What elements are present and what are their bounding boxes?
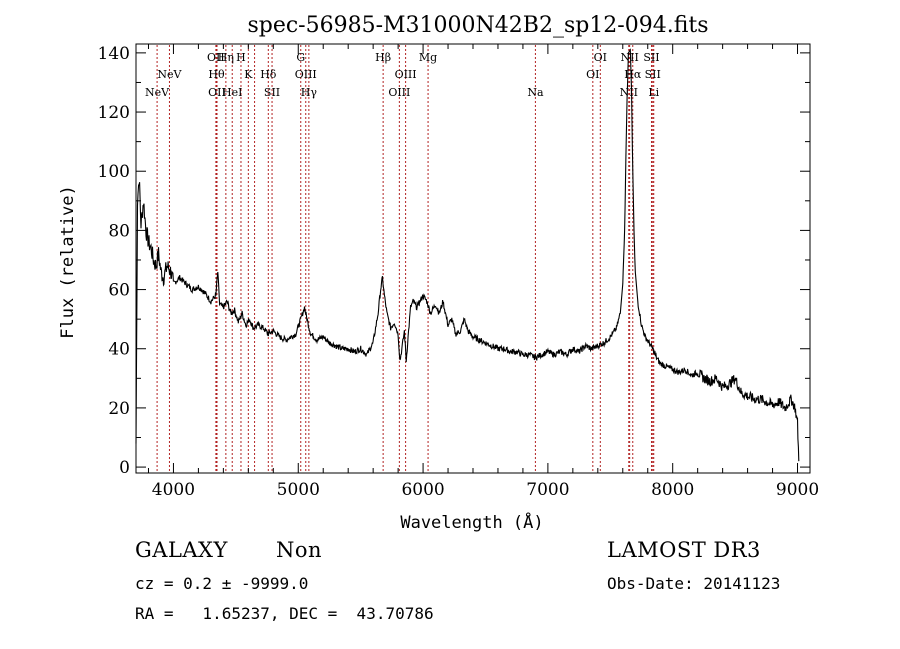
line-label-8: K [244,68,253,81]
line-label-22: NII [620,86,638,99]
y-tick-label-4: 80 [108,221,130,241]
y-tick-label-3: 60 [108,281,130,301]
y-axis-ticks: 0 20 40 60 80 100 120 140 [98,44,810,478]
line-label-21: OI [594,51,607,64]
line-label-27: Li [648,86,659,99]
line-label-20: OI [586,68,599,81]
y-tick-label-2: 40 [108,340,130,360]
spectrum-series [135,48,800,462]
survey-text: LAMOST DR3 [607,538,761,562]
line-label-11: SII [264,86,280,99]
line-label-13: OIII [295,68,317,81]
line-label-3: Hθ [208,68,225,81]
y-axis-label: Flux (relative) [58,185,78,339]
redshift-text: cz = 0.2 ± -9999.0 [135,574,309,593]
series-line-0 [135,48,800,462]
line-label-25: SII [643,51,659,64]
line-label-5: Hη [218,51,234,64]
x-axis-label: Wavelength (Å) [400,511,543,533]
line-label-19: Na [527,86,544,99]
x-axis-ticks: 4000 5000 6000 7000 8000 9000 [147,44,819,500]
y-tick-label-0: 0 [119,458,130,478]
line-label-17: OIII [395,68,417,81]
line-label-1: NeV [157,68,182,81]
y-tick-label-7: 140 [98,44,130,64]
x-tick-label-5: 9000 [776,480,819,500]
subclass-text: Non [276,538,323,562]
plot-frame [135,43,811,474]
line-label-2: OII [207,51,225,64]
coordinates-text: RA = 1.65237, DEC = 43.70786 [135,604,434,623]
y-tick-label-1: 20 [108,399,130,419]
line-label-12: G [296,51,305,64]
line-label-15: Hβ [375,51,391,64]
line-label-24: Hα [624,68,642,81]
line-label-7: H [236,51,246,64]
x-tick-label-3: 7000 [526,480,569,500]
chart-title: spec-56985-M31000N42B2_sp12-094.fits [247,13,708,38]
y-tick-label-6: 120 [98,103,130,123]
line-label-14: Hγ [301,86,318,99]
emission-line-markers [156,45,655,472]
x-tick-label-4: 8000 [651,480,694,500]
line-label-18: Mg [419,51,437,64]
x-tick-label-2: 6000 [401,480,444,500]
line-label-4: OII [208,86,226,99]
line-label-0: NeV [145,86,170,99]
line-label-16: OIII [388,86,410,99]
x-tick-label-0: 4000 [152,480,195,500]
y-tick-label-5: 100 [98,162,130,182]
line-label-26: SII [645,68,661,81]
line-label-10: Hδ [260,68,277,81]
classification-text: GALAXY [135,538,228,562]
x-tick-label-1: 5000 [277,480,320,500]
line-label-6: HeI [222,86,242,99]
line-label-23: NII [620,51,638,64]
obs-date-text: Obs-Date: 20141123 [607,574,781,593]
